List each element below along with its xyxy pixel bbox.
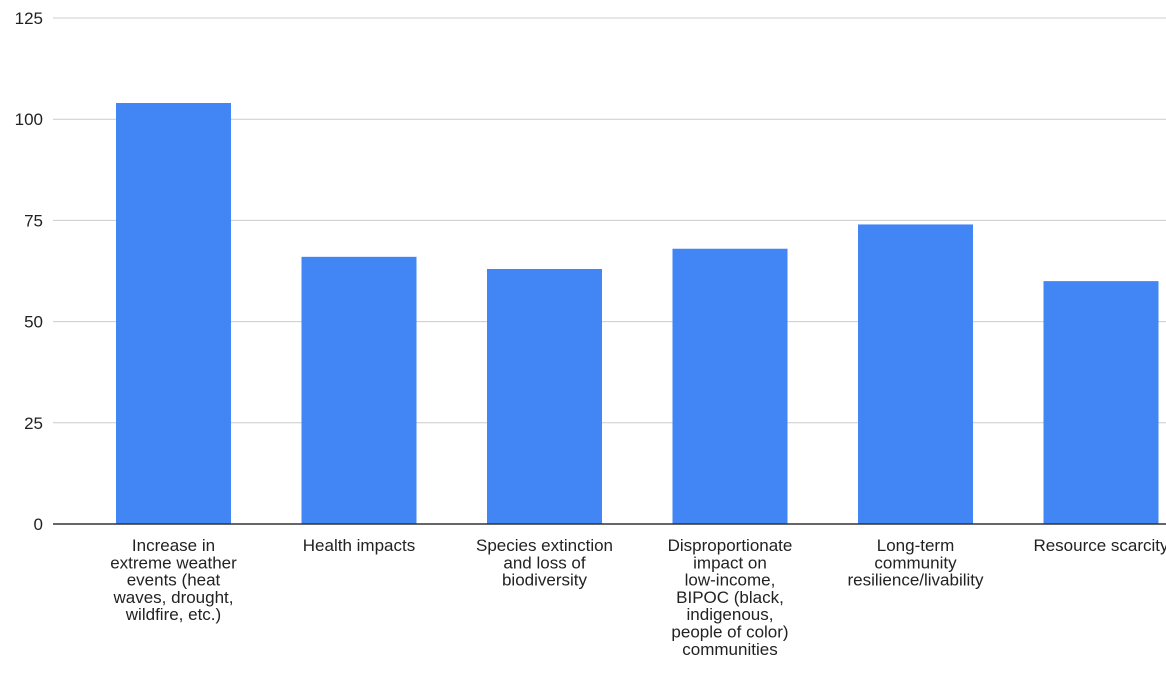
x-category-label-line: Species extinction (476, 536, 613, 555)
x-category-label-line: BIPOC (black, (676, 588, 784, 607)
x-category-label-line: wildfire, etc.) (125, 605, 221, 624)
x-category-label-line: Resource scarcity (1033, 536, 1166, 555)
x-category-label-line: and loss of (503, 553, 585, 572)
x-category-label-line: people of color) (671, 623, 788, 642)
x-category-label-line: events (heat (127, 571, 221, 590)
y-tick-label: 125 (15, 9, 43, 28)
x-category-label-line: Increase in (132, 536, 215, 555)
bar (301, 256, 417, 524)
x-category-label: Health impacts (303, 536, 415, 555)
x-category-label-line: community (874, 553, 957, 572)
bars (116, 103, 1159, 525)
bar (672, 248, 788, 524)
y-axis-tick-labels: 0 25 50 75 100 125 (15, 9, 43, 534)
y-tick-label: 0 (34, 515, 43, 534)
x-axis-category-labels: Increase in extreme weather events (heat wa… (110, 536, 1166, 659)
x-category-label: Resource scarcity (1033, 536, 1166, 555)
x-category-label-line: impact on (693, 553, 767, 572)
gridlines (53, 17, 1166, 424)
x-category-label-line: Disproportionate (668, 536, 793, 555)
bar (487, 268, 602, 524)
x-category-label-line: low-income, (685, 571, 776, 590)
x-category-label-line: Long-term (877, 536, 954, 555)
x-category-label-line: resilience/livability (847, 571, 984, 590)
x-category-label: Long-term community resilience/livability (847, 536, 984, 590)
y-tick-label: 75 (24, 211, 43, 230)
x-category-label: Species extinction and loss of biodiversit… (476, 536, 613, 590)
x-category-label-line: indigenous, (687, 605, 774, 624)
bar (116, 103, 231, 525)
x-category-label-line: waves, drought, (112, 588, 233, 607)
y-tick-label: 50 (24, 313, 43, 332)
bar (858, 224, 973, 524)
y-tick-label: 100 (15, 110, 43, 129)
x-category-label-line: communities (682, 640, 777, 659)
x-category-label-line: biodiversity (502, 571, 588, 590)
x-category-label: Increase in extreme weather events (heat wa… (110, 536, 237, 624)
bar (1043, 281, 1159, 524)
x-category-label: Disproportionate impact on low-income, BIPO… (668, 536, 793, 659)
x-category-label-line: extreme weather (110, 553, 237, 572)
x-category-label-line: Health impacts (303, 536, 415, 555)
y-tick-label: 25 (24, 414, 43, 433)
